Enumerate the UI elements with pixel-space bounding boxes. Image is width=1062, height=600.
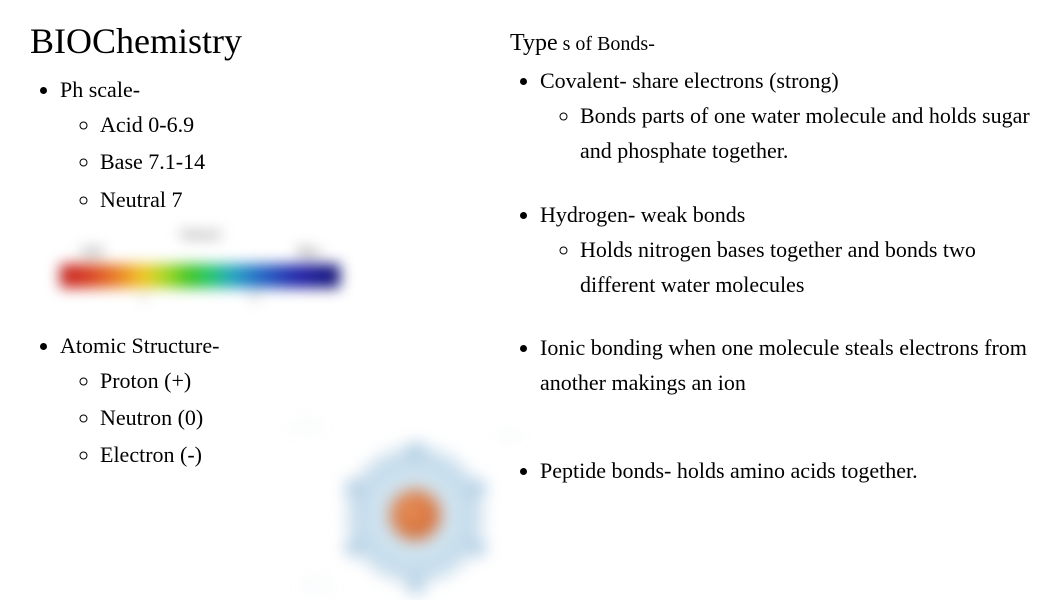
- list-item: Acid 0-6.9: [100, 107, 470, 142]
- right-column: Type s of Bonds- Covalent- share electro…: [510, 20, 1032, 492]
- atom-electron: [345, 480, 361, 496]
- left-top-list: Ph scale- Acid 0-6.9 Base 7.1-14 Neutral…: [30, 72, 470, 217]
- ionic-item: Ionic bonding when one molecule steals e…: [540, 330, 1032, 400]
- ph-left-label: Acid: [80, 246, 102, 258]
- hydrogen-label: Hydrogen- weak bonds: [540, 202, 745, 227]
- ph-side-labels: Acid Base: [50, 246, 350, 258]
- spacer: [540, 306, 1032, 326]
- list-item: Neutral 7: [100, 182, 470, 217]
- ph-top-label: Neutral: [50, 227, 350, 242]
- ph-scale-label: Ph scale-: [60, 77, 140, 102]
- hydrogen-sublist: Holds nitrogen bases together and bonds …: [540, 232, 1032, 302]
- page-title: BIOChemistry: [30, 20, 470, 62]
- atom-diagram-figure: ——— —— ———: [290, 420, 530, 600]
- ph-bottom-right: 14: [249, 292, 259, 303]
- atom-corner-label: ———: [290, 420, 323, 432]
- ph-spectrum-figure: Neutral Acid Base 0 14: [50, 227, 350, 303]
- atomic-structure-label: Atomic Structure-: [60, 333, 219, 358]
- list-item: Bonds parts of one water molecule and ho…: [580, 98, 1032, 168]
- covalent-item: Covalent- share electrons (strong) Bonds…: [540, 63, 1032, 169]
- ionic-label: Ionic bonding when one molecule steals e…: [540, 335, 1027, 395]
- ph-bottom-labels: 0 14: [50, 288, 350, 303]
- list-item: Holds nitrogen bases together and bonds …: [580, 232, 1032, 302]
- list-item: Base 7.1-14: [100, 144, 470, 179]
- atom-nucleus: [390, 490, 440, 540]
- covalent-sublist: Bonds parts of one water molecule and ho…: [540, 98, 1032, 168]
- bonds-heading: Type s of Bonds-: [510, 30, 1032, 57]
- page-columns: BIOChemistry Ph scale- Acid 0-6.9 Base 7…: [0, 0, 1062, 512]
- spacer: [540, 429, 1032, 449]
- hydrogen-item: Hydrogen- weak bonds Holds nitrogen base…: [540, 197, 1032, 303]
- atom-electron: [408, 578, 424, 594]
- atom-corner-label: ——: [498, 430, 520, 442]
- ph-gradient-bar: [60, 264, 340, 288]
- atom-electron: [408, 442, 424, 458]
- atom-electron: [470, 540, 486, 556]
- spacer: [540, 173, 1032, 193]
- ph-scale-item: Ph scale- Acid 0-6.9 Base 7.1-14 Neutral…: [60, 72, 470, 217]
- ph-right-label: Base: [298, 246, 320, 258]
- atom-electron: [345, 540, 361, 556]
- ph-scale-sublist: Acid 0-6.9 Base 7.1-14 Neutral 7: [60, 107, 470, 217]
- bonds-heading-suffix: s of Bonds-: [558, 33, 655, 55]
- atom-electron: [470, 480, 486, 496]
- peptide-label: Peptide bonds- holds amino acids togethe…: [540, 458, 918, 483]
- ph-bottom-left: 0: [141, 292, 146, 303]
- covalent-label: Covalent- share electrons (strong): [540, 68, 839, 93]
- list-item: Proton (+): [100, 363, 470, 398]
- bonds-list: Covalent- share electrons (strong) Bonds…: [510, 63, 1032, 488]
- atom-corner-label: ———: [300, 578, 333, 590]
- spacer: [540, 405, 1032, 425]
- bonds-heading-prefix: Type: [510, 30, 558, 56]
- peptide-item: Peptide bonds- holds amino acids togethe…: [540, 453, 1032, 488]
